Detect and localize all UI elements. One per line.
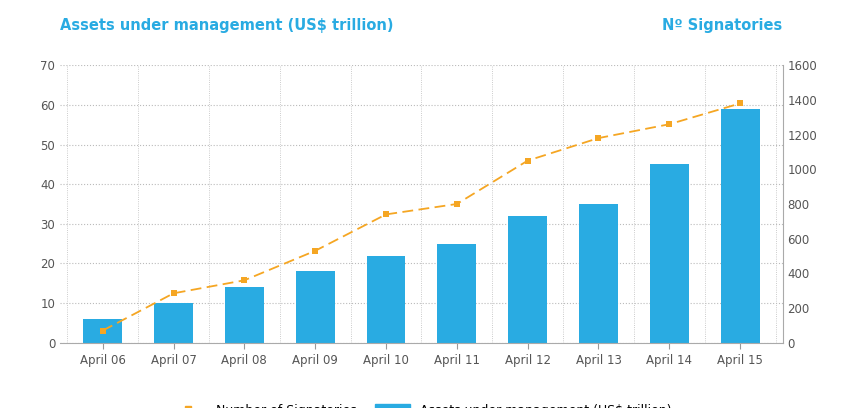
Bar bbox=[508, 216, 547, 343]
Bar bbox=[296, 271, 335, 343]
Bar bbox=[721, 109, 759, 343]
Bar bbox=[224, 287, 264, 343]
Bar bbox=[366, 255, 405, 343]
Bar bbox=[650, 164, 689, 343]
Text: Assets under management (US$ trillion): Assets under management (US$ trillion) bbox=[60, 18, 394, 33]
Text: Nº Signatories: Nº Signatories bbox=[662, 18, 783, 33]
Bar bbox=[579, 204, 618, 343]
Bar bbox=[438, 244, 476, 343]
Bar bbox=[154, 303, 193, 343]
Bar bbox=[83, 319, 122, 343]
Legend: Number of Signatories, Assets under management (US$ trillion): Number of Signatories, Assets under mana… bbox=[164, 397, 679, 408]
